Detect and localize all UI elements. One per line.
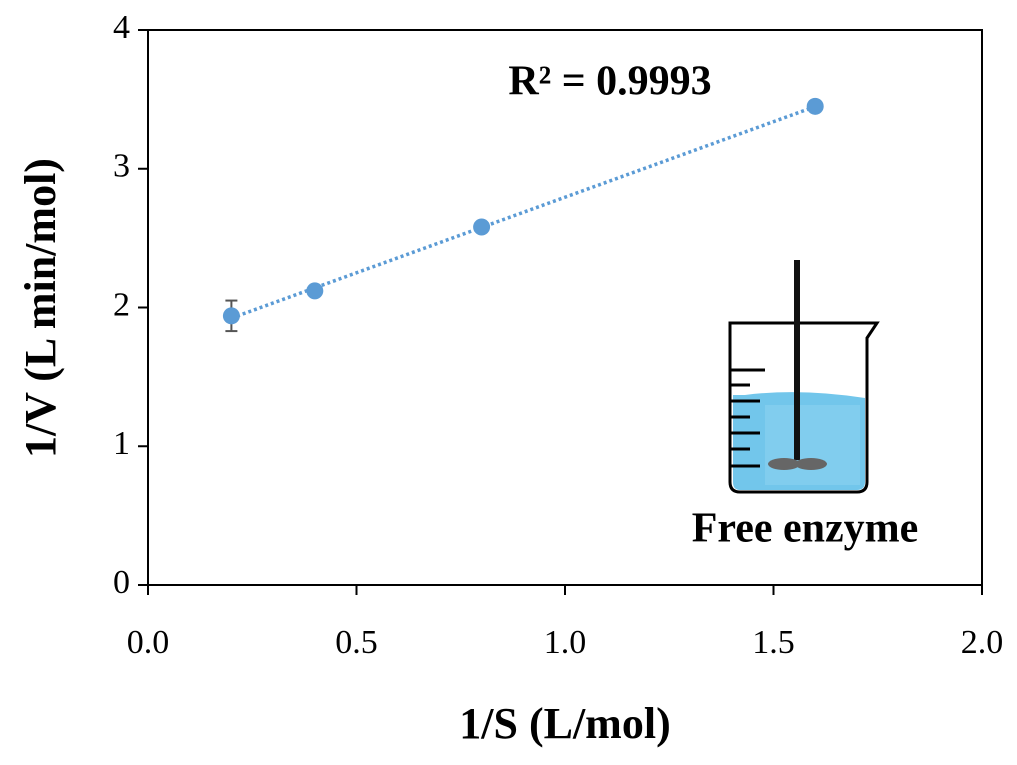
y-tick-label: 4 <box>113 9 130 46</box>
beaker-icon <box>728 260 880 494</box>
stirrer-blade <box>768 458 800 470</box>
graduations <box>730 368 765 468</box>
liquid-highlight <box>765 405 860 485</box>
y-tick-label: 2 <box>113 286 130 323</box>
point <box>806 97 824 115</box>
r-squared: R² = 0.9993 <box>508 59 711 105</box>
x-tick-label: 0.0 <box>127 624 170 661</box>
point <box>306 282 324 300</box>
inset-label: Free enzyme <box>692 506 919 552</box>
y-axis-label: 1/V (L min/mol) <box>16 158 65 458</box>
x-tick-label: 2.0 <box>961 624 1004 661</box>
stirrer-blade <box>795 458 827 470</box>
x-tick-label: 1.5 <box>752 624 795 661</box>
x-tick-label: 1.0 <box>544 624 587 661</box>
plot-frame <box>147 29 983 586</box>
y-tick-label: 0 <box>113 564 130 601</box>
y-tick-label: 3 <box>113 148 130 185</box>
beaker-outline <box>728 321 880 494</box>
y-tick-label: 1 <box>113 425 130 462</box>
x-tick-label: 0.5 <box>335 624 378 661</box>
point <box>473 218 491 236</box>
trend-line <box>230 104 816 320</box>
x-axis-label: 1/S (L/mol) <box>459 699 670 748</box>
point <box>222 307 240 325</box>
